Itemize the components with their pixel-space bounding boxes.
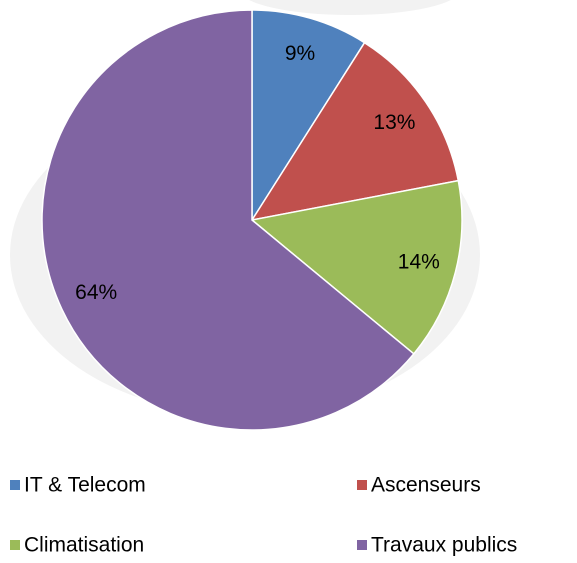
pie-slice: [250, 179, 463, 355]
legend-label: Ascenseurs: [371, 474, 481, 497]
legend-label: IT & Telecom: [24, 474, 146, 497]
legend-swatch: [357, 480, 367, 490]
legend-swatch: [357, 540, 367, 550]
pie-slice: [250, 41, 460, 222]
pie-slice: [41, 9, 415, 431]
legend-label: Travaux publics: [371, 534, 517, 557]
legend-swatch: [10, 540, 20, 550]
data-label: 13%: [373, 111, 415, 134]
data-label: 14%: [398, 250, 440, 273]
legend-label: Climatisation: [24, 534, 144, 557]
data-label: 64%: [75, 281, 117, 304]
background-shadow: [249, 0, 451, 15]
pie-slice: [251, 9, 366, 223]
data-label: 9%: [285, 42, 315, 65]
legend-swatch: [10, 480, 20, 490]
